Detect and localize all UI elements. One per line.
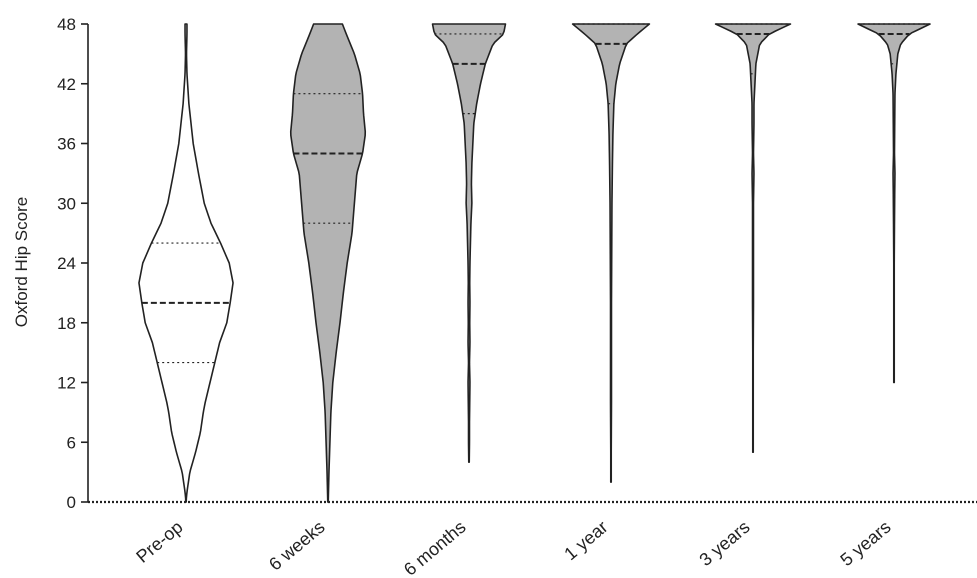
violin-body bbox=[138, 23, 234, 503]
x-category-label: Pre-op bbox=[132, 517, 186, 567]
y-tick-label: 36 bbox=[57, 135, 76, 154]
y-tick-label: 30 bbox=[57, 194, 76, 213]
violin-body bbox=[289, 23, 367, 503]
violin-3-years bbox=[714, 23, 792, 454]
violin-6-months bbox=[431, 23, 507, 463]
x-axis: Pre-op 6 weeks 6 months 1 year 3 years 5 year… bbox=[88, 500, 977, 578]
violin-6-weeks bbox=[289, 23, 367, 503]
y-tick-label: 0 bbox=[67, 493, 76, 512]
y-tick-label: 12 bbox=[57, 374, 76, 393]
y-tick-label: 6 bbox=[67, 433, 76, 452]
violin-pre-op bbox=[138, 23, 234, 503]
violin-body bbox=[431, 23, 507, 463]
violin-body bbox=[857, 23, 931, 384]
y-tick-label: 18 bbox=[57, 314, 76, 333]
y-tick-label: 48 bbox=[57, 15, 76, 34]
violin-5-years bbox=[857, 23, 931, 384]
violin-body bbox=[714, 23, 792, 454]
x-category-label: 3 years bbox=[695, 517, 753, 570]
x-category-label: 6 weeks bbox=[265, 517, 328, 575]
x-category-label: 5 years bbox=[836, 517, 894, 570]
x-category-label: 1 year bbox=[560, 517, 611, 564]
y-tick-label: 42 bbox=[57, 75, 76, 94]
violin-1-year bbox=[571, 23, 651, 483]
y-tick-label: 24 bbox=[57, 254, 76, 273]
violin-group bbox=[138, 23, 931, 503]
violin-body bbox=[571, 23, 651, 483]
x-category-label: 6 months bbox=[400, 517, 470, 578]
y-axis: 0 6 12 18 24 30 36 42 48 bbox=[57, 15, 89, 512]
y-axis-title: Oxford Hip Score bbox=[12, 197, 31, 327]
